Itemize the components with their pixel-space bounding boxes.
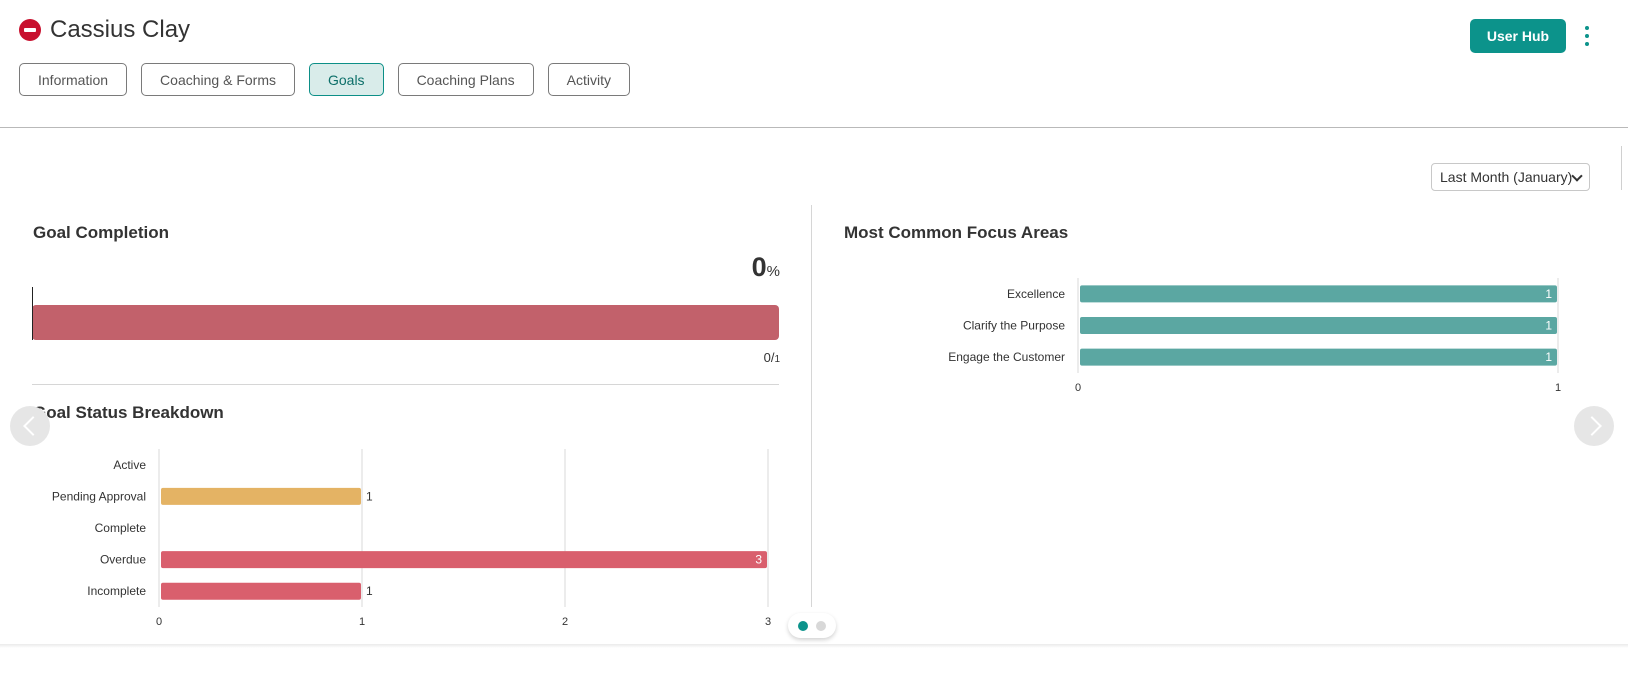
- goal-completion-progress-marker: [32, 287, 33, 340]
- panel-divider: [811, 205, 812, 607]
- data-label: 1: [366, 489, 373, 503]
- x-tick-label: 0: [1075, 382, 1081, 394]
- carousel-prev-button[interactable]: [10, 406, 50, 446]
- goal-status-title: Goal Status Breakdown: [33, 403, 224, 422]
- panel-bottom-edge: [0, 644, 1628, 648]
- category-label: Incomplete: [87, 584, 146, 598]
- category-label: Pending Approval: [52, 489, 146, 503]
- carousel-pager: [788, 613, 836, 638]
- x-tick-label: 0: [156, 616, 162, 628]
- goal-completion-bar: [32, 305, 779, 340]
- carousel-next-button[interactable]: [1574, 406, 1614, 446]
- bar: [161, 551, 767, 569]
- focus-areas-title: Most Common Focus Areas: [844, 223, 1069, 242]
- profile-header: Cassius Clay Information Coaching & Form…: [0, 0, 1628, 128]
- category-label: Excellence: [1007, 287, 1065, 301]
- data-label: 3: [755, 553, 762, 567]
- x-tick-label: 2: [562, 616, 568, 628]
- x-tick-label: 1: [1555, 382, 1561, 394]
- goal-completion-fraction: 0/1: [763, 350, 780, 365]
- pager-dot-2[interactable]: [816, 620, 826, 631]
- section-separator: [32, 384, 779, 385]
- more-options-icon[interactable]: [1583, 26, 1591, 46]
- period-select[interactable]: Last Month (January): [1431, 163, 1590, 191]
- data-label: 1: [366, 584, 373, 598]
- tab-bar: Information Coaching & Forms Goals Coach…: [19, 63, 630, 96]
- tab-activity[interactable]: Activity: [547, 63, 630, 96]
- bar: [1080, 285, 1557, 303]
- bar: [1080, 348, 1557, 366]
- goal-status-chart: 0 1 2 3 Active Pending Approval 1 Complete Overd…: [52, 449, 771, 628]
- x-tick-label: 1: [359, 616, 365, 628]
- bar: [161, 582, 361, 600]
- goal-completion-percent: 0%: [751, 252, 780, 282]
- period-select-value: Last Month (January): [1440, 169, 1573, 185]
- data-label: 1: [1545, 319, 1552, 333]
- tab-coaching-plans[interactable]: Coaching Plans: [397, 63, 534, 96]
- category-label: Active: [113, 458, 146, 472]
- category-label: Overdue: [100, 553, 146, 567]
- tab-coaching-forms[interactable]: Coaching & Forms: [141, 63, 295, 96]
- bar: [161, 487, 361, 505]
- blocked-icon: [19, 19, 41, 41]
- page-title: Cassius Clay: [50, 16, 191, 43]
- tab-information[interactable]: Information: [19, 63, 128, 96]
- x-tick-label: 3: [765, 616, 771, 628]
- data-label: 1: [1545, 287, 1552, 301]
- data-label: 1: [1545, 350, 1552, 364]
- tab-goals[interactable]: Goals: [308, 63, 384, 96]
- bar: [1080, 317, 1557, 334]
- user-hub-button[interactable]: User Hub: [1470, 19, 1566, 53]
- divider: [1621, 146, 1622, 190]
- category-label: Complete: [95, 521, 147, 535]
- category-label: Clarify the Purpose: [963, 319, 1065, 333]
- category-label: Engage the Customer: [948, 350, 1065, 364]
- goal-completion-title: Goal Completion: [33, 223, 169, 242]
- pager-dot-1[interactable]: [798, 620, 808, 631]
- focus-areas-chart: 0 1 Excellence 1 Clarify the Purpose 1 Engage …: [948, 278, 1561, 394]
